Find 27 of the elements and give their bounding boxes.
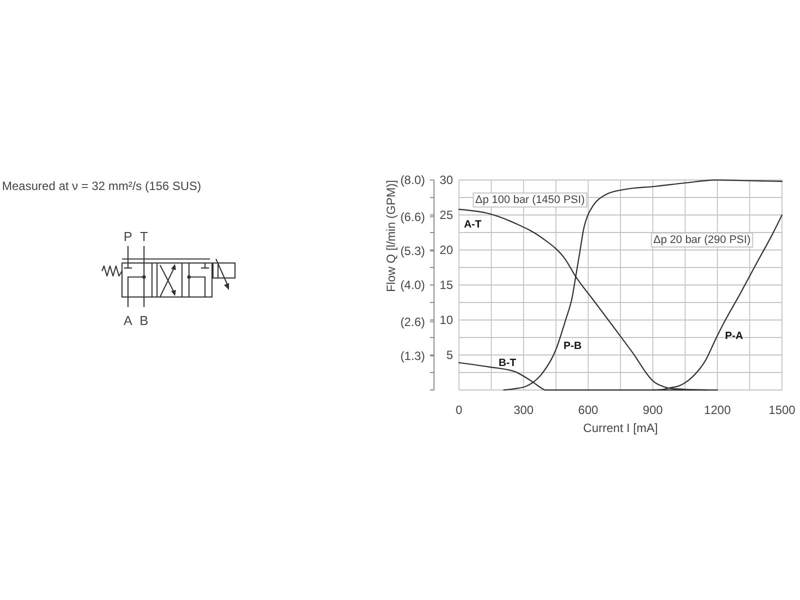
series-label: A-T — [464, 218, 482, 231]
y2-tick-label: (8.0) — [400, 173, 425, 187]
annotation: Δp 100 bar (1450 PSI) — [475, 194, 585, 206]
x-tick-label: 0 — [456, 403, 463, 417]
annotation: Δp 20 bar (290 PSI) — [653, 234, 751, 246]
series-label: B-T — [498, 356, 517, 369]
y-tick-label: 30 — [440, 173, 454, 187]
x-tick-label: 900 — [642, 403, 664, 417]
x-tick-label: 300 — [514, 403, 534, 417]
text: Measured at ν = 32 mm²/s (156 SUS) — [2, 179, 202, 193]
y-tick-label: 25 — [440, 208, 454, 222]
y2-tick-label: (1.3) — [400, 348, 425, 363]
x-tick-label: 1500 — [768, 403, 796, 417]
y2-tick-label: (6.6) — [400, 210, 425, 224]
y-tick-label: 10 — [440, 313, 454, 327]
y2-tick-label: (2.6) — [400, 314, 425, 329]
series-label: P-B — [564, 340, 582, 352]
y2-tick-label: (4.0) — [400, 278, 425, 292]
y-tick-label: 20 — [440, 243, 454, 257]
y-tick-label: 5 — [446, 348, 454, 362]
x-tick-label: 600 — [578, 403, 599, 417]
x-axis-title: Current I [mA] — [583, 421, 658, 435]
y2-tick-label: (5.3) — [400, 244, 425, 258]
series-label: P-A — [725, 330, 744, 342]
y2-axis-title: Flow Q [l/min (GPM)] — [384, 180, 398, 292]
x-tick-label: 1200 — [704, 403, 732, 417]
y-tick-label: 15 — [440, 278, 454, 292]
